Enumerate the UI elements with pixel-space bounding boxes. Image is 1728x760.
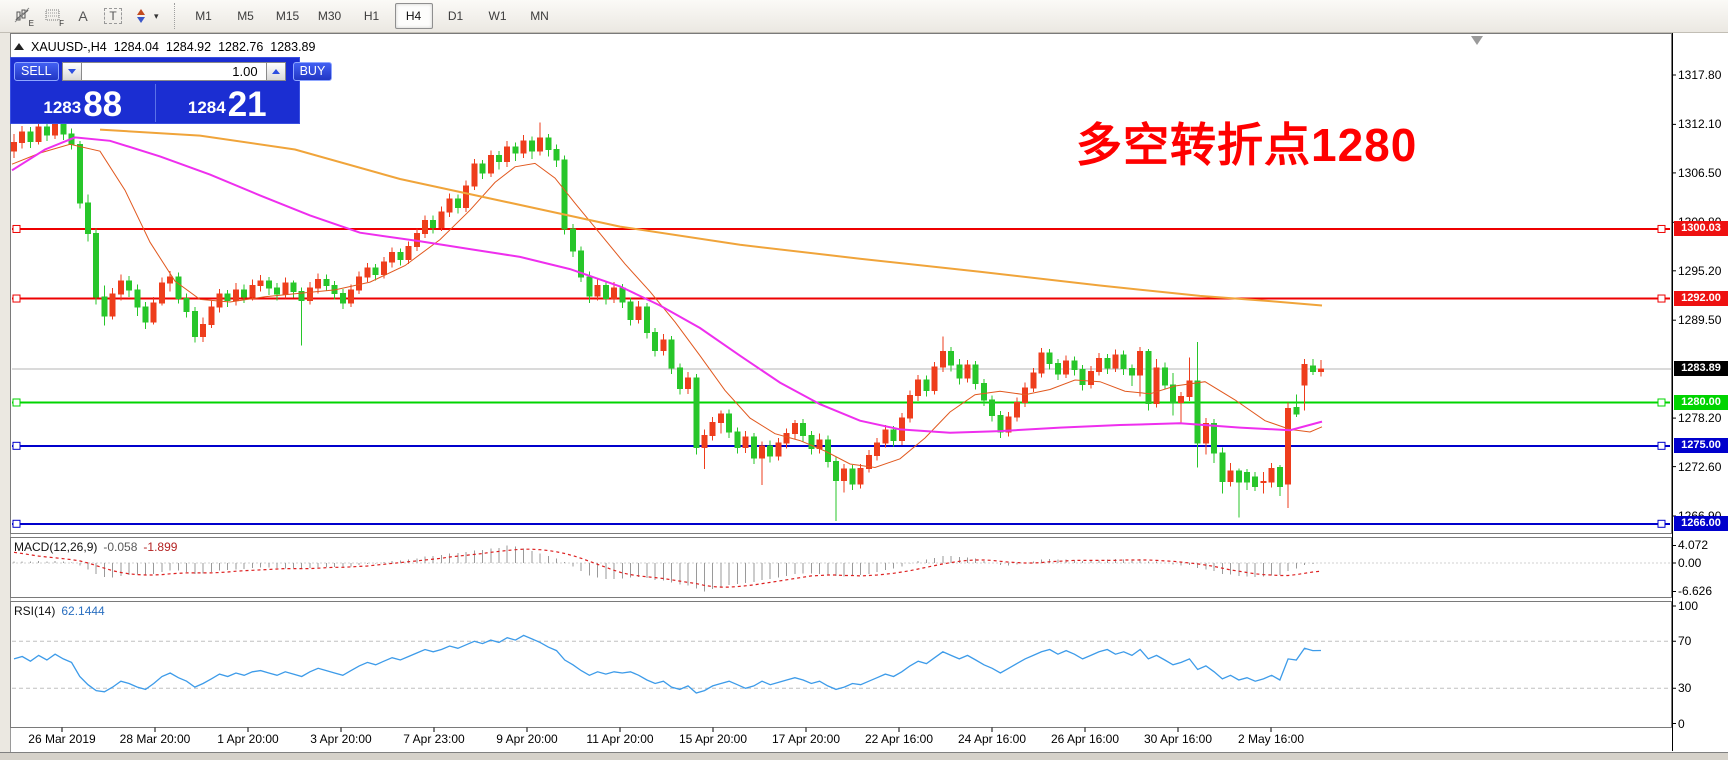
chart-shift-marker bbox=[1471, 36, 1483, 45]
candles[interactable] bbox=[11, 113, 1324, 522]
symbol-period-label: XAUUSD-,H4 bbox=[31, 39, 107, 54]
hline-1280.00[interactable] bbox=[12, 398, 1670, 407]
chart-ohlc-header: XAUUSD-,H4 1284.04 1284.92 1282.76 1283.… bbox=[14, 39, 315, 54]
buy-button[interactable]: BUY bbox=[292, 61, 333, 81]
timeframe-d1[interactable]: D1 bbox=[447, 9, 464, 23]
sell-button[interactable]: SELL bbox=[14, 61, 59, 81]
axis-ticks bbox=[61, 74, 1676, 732]
macd-panel bbox=[12, 545, 1670, 592]
hline-1292.00[interactable] bbox=[12, 294, 1670, 303]
ask-price-small: 1284 bbox=[187, 98, 226, 117]
fractal-grid-icon[interactable]: F bbox=[40, 3, 66, 29]
toolbar: E F A T ▾ M1 M5 M15 M30 H1 H4 bbox=[0, 0, 1728, 33]
volume-input[interactable] bbox=[81, 61, 266, 81]
toolbar-separator bbox=[173, 3, 175, 29]
icon-subscript: E bbox=[28, 19, 34, 28]
bid-price[interactable]: 1283 88 bbox=[11, 81, 155, 125]
rsi-value: 62.1444 bbox=[61, 604, 105, 618]
macd-main-value: -0.058 bbox=[103, 540, 138, 554]
high-value: 1284.92 bbox=[165, 39, 212, 54]
chevron-up-icon bbox=[271, 68, 280, 74]
panel-frames bbox=[10, 33, 1673, 751]
ask-price[interactable]: 1284 21 bbox=[156, 81, 300, 125]
volume-stepper bbox=[61, 61, 286, 81]
volume-decrease-button[interactable] bbox=[61, 61, 82, 81]
collapse-panel-icon[interactable] bbox=[14, 43, 24, 50]
text-label-tool[interactable]: A bbox=[70, 3, 96, 29]
rsi-line bbox=[13, 634, 1321, 694]
timeframe-mn[interactable]: MN bbox=[530, 9, 549, 23]
hline-1266.00[interactable] bbox=[12, 519, 1670, 528]
bid-price-small: 1283 bbox=[43, 98, 82, 117]
timeframe-w1[interactable]: W1 bbox=[488, 9, 507, 23]
bid-price-big: 88 bbox=[83, 85, 123, 124]
rsi-name: RSI(14) bbox=[14, 604, 56, 618]
timeframe-h1[interactable]: H1 bbox=[363, 9, 380, 23]
close-value: 1283.89 bbox=[270, 39, 316, 54]
timeframe-m15[interactable]: M15 bbox=[275, 9, 300, 23]
macd-signal-value: -1.899 bbox=[143, 540, 178, 554]
dotted-grid-icon bbox=[45, 9, 60, 21]
chart-annotation-text[interactable]: 多空转折点1280 bbox=[1076, 119, 1418, 171]
expert-advisor-icon[interactable]: E bbox=[10, 3, 36, 29]
hline-1300.03[interactable] bbox=[12, 224, 1670, 233]
sort-arrows-icon bbox=[137, 9, 145, 23]
one-click-trading-panel: SELL BUY 1283 88 1284 21 bbox=[10, 57, 333, 125]
ma-slow-line bbox=[99, 128, 1323, 307]
ask-price-big: 21 bbox=[227, 85, 267, 124]
timeframe-m5[interactable]: M5 bbox=[237, 9, 254, 23]
docked-windows-edge bbox=[0, 752, 1728, 760]
volume-increase-button[interactable] bbox=[265, 61, 286, 81]
timeframe-m1[interactable]: M1 bbox=[195, 9, 212, 23]
timeframe-h4[interactable]: H4 bbox=[394, 3, 433, 29]
arrows-tool[interactable]: ▾ bbox=[130, 3, 160, 29]
hatched-chart-icon bbox=[14, 7, 30, 23]
rsi-panel bbox=[12, 634, 1670, 694]
letter-a-icon: A bbox=[78, 8, 88, 24]
chevron-down-icon bbox=[67, 68, 76, 74]
macd-indicator-label: MACD(12,26,9) -0.058 -1.899 bbox=[14, 540, 177, 554]
ma-fast-line bbox=[11, 143, 1323, 469]
panel-divider bbox=[154, 84, 156, 122]
icon-subscript: F bbox=[59, 19, 64, 28]
rsi-indicator-label: RSI(14) 62.1444 bbox=[14, 604, 105, 618]
chevron-down-icon[interactable]: ▾ bbox=[154, 10, 159, 21]
boxed-t-icon: T bbox=[104, 8, 122, 24]
low-value: 1282.76 bbox=[218, 39, 264, 54]
text-box-tool[interactable]: T bbox=[100, 3, 126, 29]
ma-mid-line bbox=[11, 136, 1323, 434]
hline-1275.00[interactable] bbox=[12, 441, 1670, 450]
open-value: 1284.04 bbox=[113, 39, 159, 54]
macd-name: MACD(12,26,9) bbox=[14, 540, 98, 554]
timeframe-m30[interactable]: M30 bbox=[317, 9, 342, 23]
macd-signal-line bbox=[13, 548, 1322, 588]
